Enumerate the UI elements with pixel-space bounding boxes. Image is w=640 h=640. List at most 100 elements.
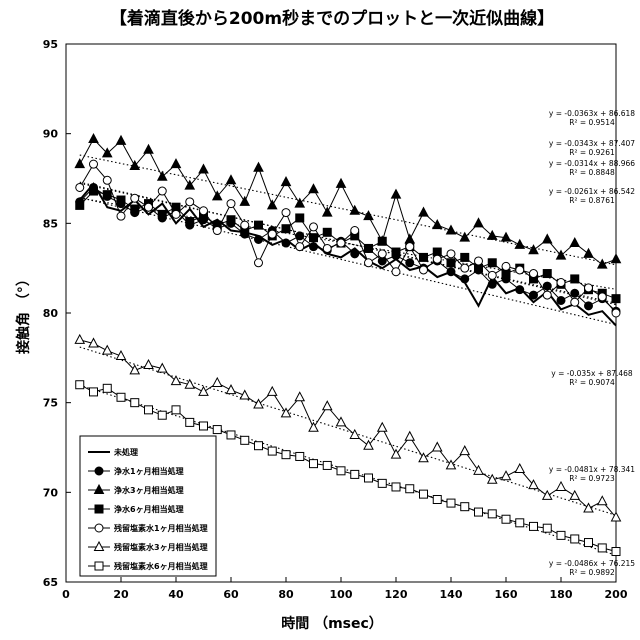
data-point — [543, 524, 551, 532]
data-point — [131, 205, 139, 213]
data-point — [598, 544, 606, 552]
data-point — [76, 381, 84, 389]
y-tick-label: 65 — [43, 576, 58, 589]
data-point — [296, 452, 304, 460]
legend-label: 残留塩素水6ヶ月相当処理 — [114, 561, 208, 571]
data-point — [516, 286, 524, 294]
data-point — [365, 259, 373, 267]
data-point — [90, 388, 98, 396]
data-point — [612, 309, 620, 317]
y-tick-label: 95 — [43, 38, 58, 51]
data-point — [571, 535, 579, 543]
data-point — [241, 221, 249, 229]
data-point — [255, 442, 263, 450]
data-point — [351, 227, 359, 235]
data-point — [200, 422, 208, 430]
data-point — [557, 279, 565, 287]
trendline-equation: y = -0.0481x + 78.341 — [549, 465, 635, 474]
data-point — [447, 499, 455, 507]
x-axis-label: 時間 （msec） — [281, 615, 383, 632]
data-point — [186, 218, 194, 226]
data-point — [90, 160, 98, 168]
data-point — [323, 228, 331, 236]
data-point — [447, 250, 455, 258]
data-point — [131, 399, 139, 407]
data-point — [282, 225, 290, 233]
legend-label: 残留塩素水3ヶ月相当処理 — [114, 542, 208, 552]
data-point — [95, 467, 103, 475]
trendline-equation: y = -0.035x + 87.468 — [551, 369, 633, 378]
data-point — [461, 264, 469, 272]
data-point — [475, 508, 483, 516]
data-point — [475, 257, 483, 265]
data-point — [612, 295, 620, 303]
data-point — [516, 266, 524, 274]
data-point — [585, 284, 593, 292]
data-point — [612, 548, 620, 556]
data-point — [598, 293, 606, 301]
data-point — [351, 250, 359, 258]
data-point — [255, 259, 263, 267]
data-point — [337, 467, 345, 475]
data-point — [392, 268, 400, 276]
data-point — [323, 244, 331, 252]
data-point — [351, 470, 359, 478]
data-point — [227, 200, 235, 208]
y-tick-label: 90 — [43, 128, 59, 141]
data-point — [406, 485, 414, 493]
legend-label: 残留塩素水1ヶ月相当処理 — [114, 523, 208, 533]
data-point — [543, 282, 551, 290]
data-point — [172, 210, 180, 218]
x-tick-label: 180 — [550, 588, 573, 601]
data-point — [282, 239, 290, 247]
data-point — [585, 539, 593, 547]
y-tick-label: 75 — [43, 397, 58, 410]
data-point — [516, 519, 524, 527]
data-point — [337, 239, 345, 247]
data-point — [310, 243, 318, 251]
legend-label: 浄水1ヶ月相当処理 — [114, 466, 184, 476]
data-point — [145, 203, 153, 211]
data-point — [530, 522, 538, 530]
y-tick-label: 70 — [43, 486, 59, 499]
data-point — [420, 490, 428, 498]
data-point — [488, 259, 496, 267]
data-point — [200, 207, 208, 215]
data-point — [172, 406, 180, 414]
data-point — [557, 531, 565, 539]
data-point — [530, 291, 538, 299]
data-point — [420, 266, 428, 274]
data-point — [543, 291, 551, 299]
trendline-r-squared: R² = 0.8848 — [569, 168, 615, 177]
trendline-r-squared: R² = 0.8761 — [569, 196, 615, 205]
data-point — [310, 223, 318, 231]
x-tick-label: 140 — [440, 588, 463, 601]
y-tick-label: 85 — [43, 217, 58, 230]
trendline-equation: y = -0.0314x + 88.966 — [549, 159, 635, 168]
data-point — [158, 411, 166, 419]
data-point — [117, 393, 125, 401]
data-point — [117, 196, 125, 204]
data-point — [323, 461, 331, 469]
data-point — [158, 187, 166, 195]
trendline-equation: y = -0.0261x + 86.542 — [549, 187, 635, 196]
data-point — [186, 198, 194, 206]
data-point — [131, 194, 139, 202]
legend-label: 浄水3ヶ月相当処理 — [114, 485, 184, 495]
data-point — [213, 426, 221, 434]
data-point — [406, 243, 414, 251]
data-point — [241, 436, 249, 444]
data-point — [117, 212, 125, 220]
data-point — [571, 298, 579, 306]
legend: 未処理浄水1ヶ月相当処理浄水3ヶ月相当処理浄水6ヶ月相当処理残留塩素水1ヶ月相当… — [80, 436, 216, 576]
x-tick-label: 60 — [223, 588, 239, 601]
x-tick-label: 160 — [495, 588, 518, 601]
legend-label: 浄水6ヶ月相当処理 — [114, 504, 184, 514]
data-point — [543, 270, 551, 278]
trendline-r-squared: R² = 0.9892 — [569, 568, 615, 577]
data-point — [571, 289, 579, 297]
data-point — [365, 244, 373, 252]
data-point — [378, 237, 386, 245]
data-point — [420, 253, 428, 261]
data-point — [488, 280, 496, 288]
